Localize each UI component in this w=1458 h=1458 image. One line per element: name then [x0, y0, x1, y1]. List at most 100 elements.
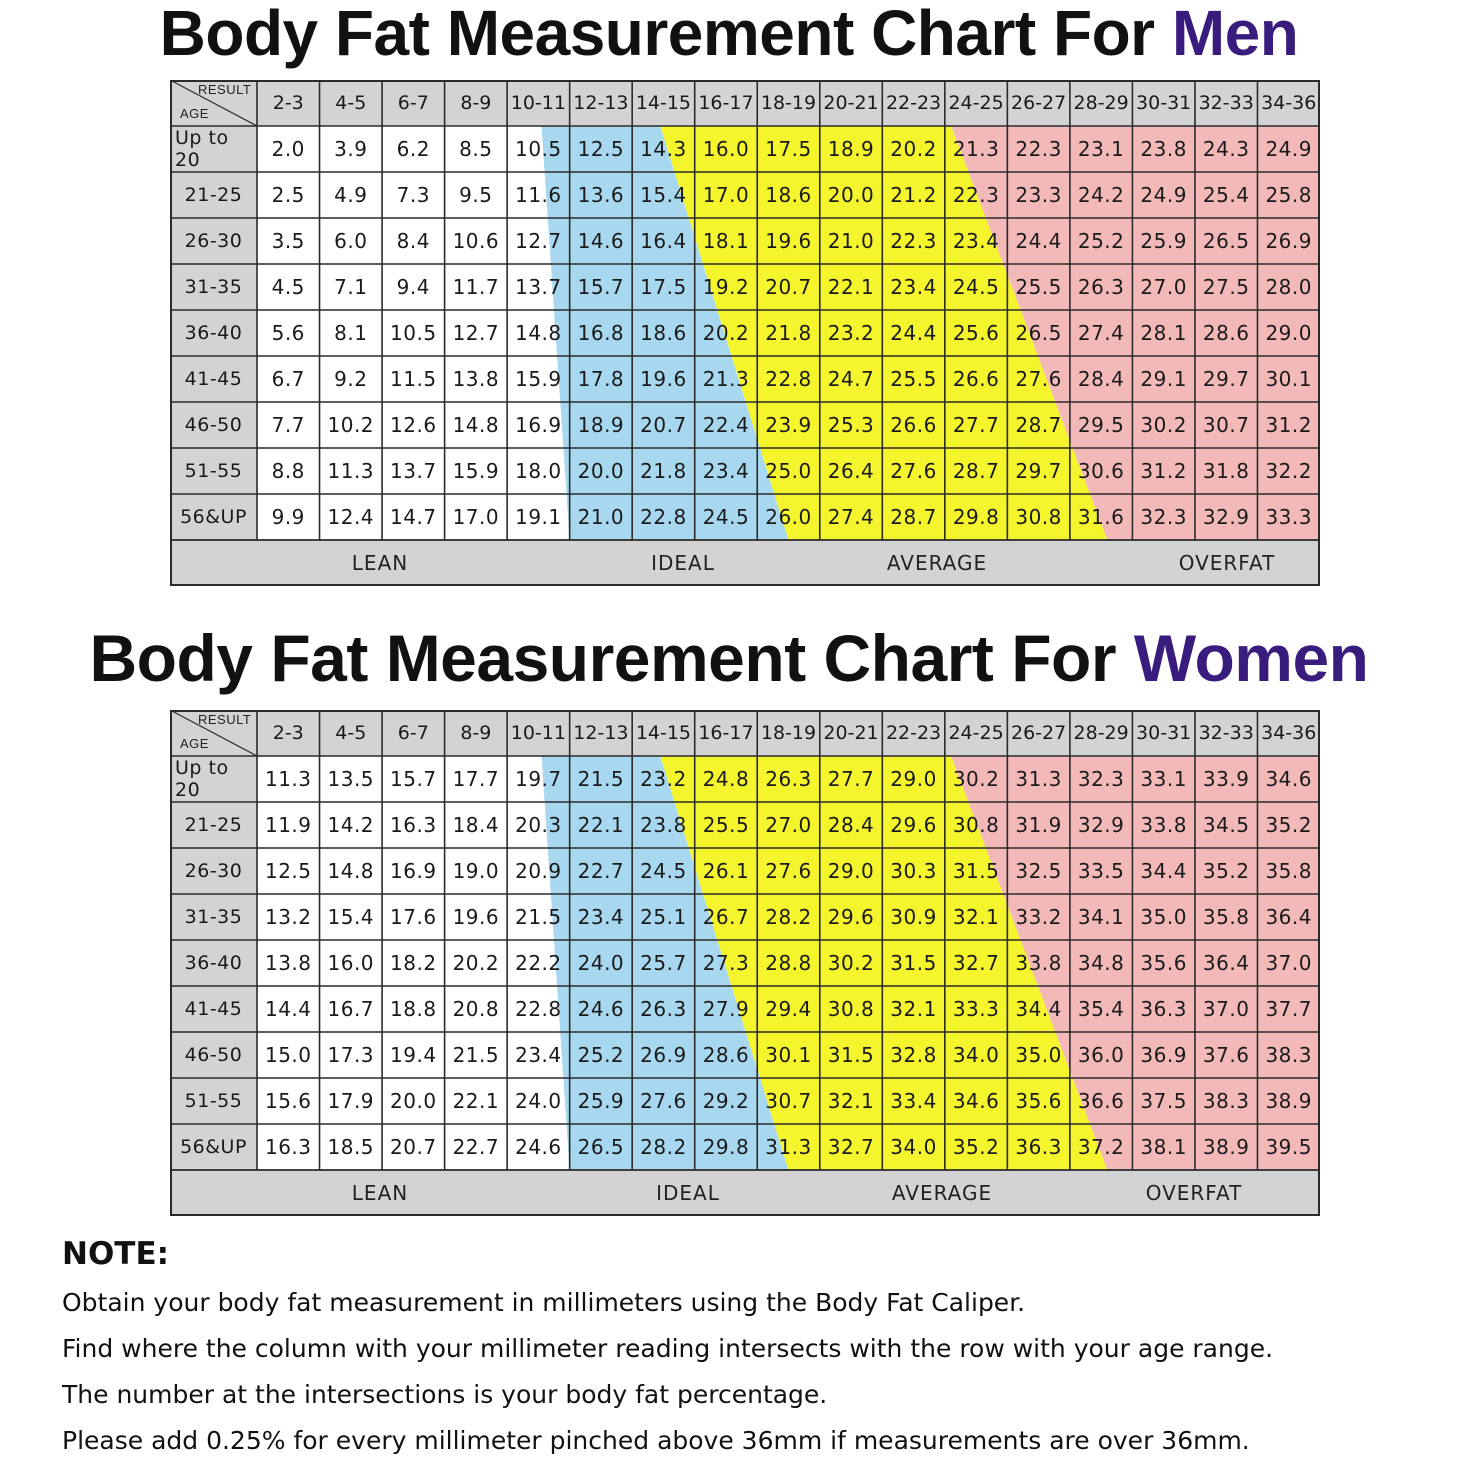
women-body-fat-table: RESULT AGE 2-3 4-5 6-7 8-9 10-11 12-13 14-15 16-1… [170, 710, 1320, 1216]
body-fat-value-cell: 20.7 [640, 413, 687, 437]
body-fat-value-cell: 22.8 [640, 505, 687, 529]
body-fat-value-cell: 10.2 [327, 413, 375, 437]
body-fat-value-cell: 34.8 [1077, 951, 1125, 975]
body-fat-value-cell: 19.2 [702, 275, 750, 299]
body-fat-value-cell: 28.1 [1140, 321, 1187, 345]
body-fat-value-cell: 9.4 [396, 275, 430, 299]
body-fat-value-cell: 6.7 [271, 367, 305, 391]
women-header-row-bg [170, 710, 1320, 756]
column-header: 2-3 [272, 722, 304, 744]
body-fat-value-cell: 26.3 [765, 767, 812, 791]
body-fat-value-cell: 32.1 [952, 905, 1000, 929]
body-fat-value-cell: 38.9 [1202, 1135, 1250, 1159]
body-fat-value-cell: 18.2 [390, 951, 437, 975]
women-zone-average [660, 756, 1108, 1170]
body-fat-value-cell: 32.1 [890, 997, 937, 1021]
body-fat-value-cell: 24.2 [1077, 183, 1125, 207]
body-fat-value-cell: 36.9 [1140, 1043, 1187, 1067]
body-fat-value-cell: 32.9 [1202, 505, 1250, 529]
body-fat-value-cell: 6.2 [396, 137, 430, 161]
body-fat-value-cell: 25.8 [1265, 183, 1312, 207]
body-fat-value-cell: 31.5 [890, 951, 937, 975]
body-fat-value-cell: 35.6 [1140, 951, 1187, 975]
women-zone-ideal [541, 756, 789, 1170]
body-fat-value-cell: 27.7 [952, 413, 1000, 437]
body-fat-value-cell: 3.9 [334, 137, 368, 161]
age-range-label: 46-50 [184, 414, 243, 436]
body-fat-value-cell: 26.0 [765, 505, 812, 529]
women-zone-overfat [951, 756, 1320, 1170]
body-fat-value-cell: 13.5 [327, 767, 375, 791]
body-fat-value-cell: 20.7 [765, 275, 812, 299]
body-fat-value-cell: 38.9 [1265, 1089, 1312, 1113]
body-fat-value-cell: 38.1 [1140, 1135, 1187, 1159]
body-fat-value-cell: 18.5 [327, 1135, 375, 1159]
body-fat-value-cell: 25.4 [1202, 183, 1250, 207]
body-fat-value-cell: 17.6 [390, 905, 437, 929]
body-fat-value-cell: 24.5 [702, 505, 750, 529]
body-fat-value-cell: 17.5 [640, 275, 687, 299]
body-fat-value-cell: 26.6 [890, 413, 937, 437]
body-fat-value-cell: 19.6 [640, 367, 687, 391]
column-header: 32-33 [1198, 722, 1254, 744]
body-fat-value-cell: 34.4 [1140, 859, 1187, 883]
body-fat-value-cell: 26.7 [702, 905, 750, 929]
men-title-prefix: Body Fat Measurement Chart For [159, 0, 1172, 69]
body-fat-value-cell: 29.6 [890, 813, 937, 837]
body-fat-value-cell: 32.9 [1077, 813, 1125, 837]
body-fat-value-cell: 29.7 [1015, 459, 1062, 483]
body-fat-value-cell: 25.7 [640, 951, 687, 975]
body-fat-value-cell: 27.4 [1077, 321, 1125, 345]
body-fat-value-cell: 9.9 [271, 505, 305, 529]
body-fat-value-cell: 34.5 [1202, 813, 1250, 837]
women-title-accent: Women [1133, 621, 1369, 695]
column-header: 28-29 [1073, 92, 1129, 114]
column-header: 30-31 [1136, 92, 1192, 114]
body-fat-value-cell: 20.0 [390, 1089, 437, 1113]
category-label-ideal: IDEAL [651, 551, 715, 575]
column-header: 24-25 [948, 722, 1004, 744]
body-fat-value-cell: 16.3 [264, 1135, 312, 1159]
body-fat-value-cell: 18.9 [827, 137, 875, 161]
category-label-average: AVERAGE [886, 551, 988, 575]
age-range-label: 56&UP [180, 1136, 247, 1158]
body-fat-value-cell: 38.3 [1265, 1043, 1312, 1067]
body-fat-value-cell: 22.8 [515, 997, 562, 1021]
body-fat-value-cell: 35.0 [1140, 905, 1187, 929]
body-fat-value-cell: 37.2 [1077, 1135, 1125, 1159]
body-fat-value-cell: 33.4 [890, 1089, 937, 1113]
body-fat-value-cell: 13.8 [452, 367, 500, 391]
body-fat-value-cell: 10.5 [390, 321, 437, 345]
body-fat-value-cell: 26.5 [1202, 229, 1250, 253]
age-range-label: 31-35 [184, 906, 243, 928]
body-fat-value-cell: 21.8 [765, 321, 812, 345]
body-fat-value-cell: 35.4 [1077, 997, 1125, 1021]
body-fat-value-cell: 12.7 [515, 229, 562, 253]
body-fat-value-cell: 28.7 [1015, 413, 1062, 437]
body-fat-value-cell: 33.3 [952, 997, 1000, 1021]
body-fat-value-cell: 25.5 [890, 367, 937, 391]
body-fat-value-cell: 23.8 [640, 813, 687, 837]
body-fat-value-cell: 34.6 [952, 1089, 1000, 1113]
body-fat-value-cell: 26.9 [1265, 229, 1312, 253]
body-fat-value-cell: 13.2 [264, 905, 312, 929]
corner-result-label: RESULT [198, 712, 252, 727]
body-fat-value-cell: 36.4 [1202, 951, 1250, 975]
men-age-column-bg [170, 126, 257, 540]
body-fat-value-cell: 26.9 [640, 1043, 687, 1067]
age-range-label: 41-45 [184, 998, 243, 1020]
body-fat-value-cell: 28.2 [765, 905, 812, 929]
age-range-label: Up to 20 [175, 757, 229, 801]
body-fat-value-cell: 24.3 [1202, 137, 1250, 161]
body-fat-value-cell: 27.3 [702, 951, 750, 975]
note-heading: NOTE: [62, 1236, 170, 1272]
body-fat-value-cell: 9.2 [334, 367, 368, 391]
body-fat-value-cell: 30.7 [1202, 413, 1250, 437]
body-fat-value-cell: 17.8 [577, 367, 625, 391]
body-fat-value-cell: 35.6 [1015, 1089, 1062, 1113]
body-fat-value-cell: 22.3 [952, 183, 1000, 207]
body-fat-value-cell: 24.5 [952, 275, 1000, 299]
body-fat-value-cell: 28.2 [640, 1135, 687, 1159]
body-fat-value-cell: 31.5 [827, 1043, 875, 1067]
body-fat-value-cell: 15.4 [640, 183, 687, 207]
